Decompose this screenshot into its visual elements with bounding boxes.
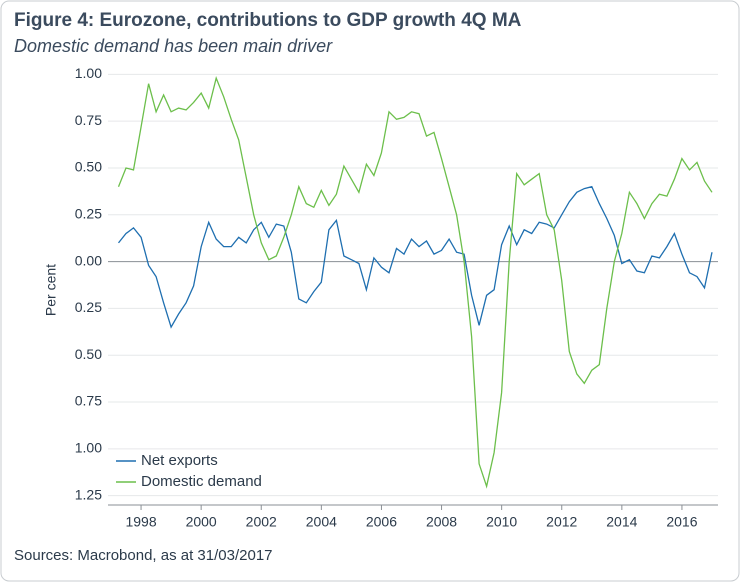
- source: Sources: Macrobond, as at 31/03/2017: [14, 547, 273, 564]
- y-tick-label: 0.25: [75, 299, 102, 315]
- series-line: [117, 185, 713, 329]
- x-tick-label: 2002: [246, 514, 277, 530]
- y-tick-label: 1.00: [75, 440, 102, 456]
- legend-label: Net exports: [141, 452, 218, 469]
- y-tick-label: 0.50: [75, 159, 102, 175]
- x-tick-label: 2010: [486, 514, 517, 530]
- x-tick-label: 2006: [366, 514, 397, 530]
- x-tick-label: 2000: [186, 514, 217, 530]
- y-tick-label: 0.25: [75, 205, 102, 221]
- series-line: [117, 75, 713, 489]
- y-tick-label: 0.75: [75, 112, 102, 128]
- y-axis-label: Per cent: [43, 264, 59, 316]
- chart-title: Figure 4: Eurozone, contributions to GDP…: [14, 10, 522, 31]
- y-tick-label: 0.00: [75, 252, 102, 268]
- x-tick-label: 2004: [306, 514, 337, 530]
- y-tick-label: 0.75: [75, 393, 102, 409]
- x-tick-label: 2014: [606, 514, 637, 530]
- chart-subtitle: Domestic demand has been main driver: [14, 36, 333, 56]
- y-tick-label: 1.25: [75, 486, 102, 502]
- x-tick-label: 2008: [426, 514, 457, 530]
- x-tick-label: 2016: [666, 514, 697, 530]
- y-tick-label: 0.50: [75, 346, 102, 362]
- x-tick-label: 1998: [125, 514, 156, 530]
- y-tick-label: 1.00: [75, 65, 102, 81]
- x-tick-label: 2012: [546, 514, 577, 530]
- legend-label: Domestic demand: [141, 473, 262, 490]
